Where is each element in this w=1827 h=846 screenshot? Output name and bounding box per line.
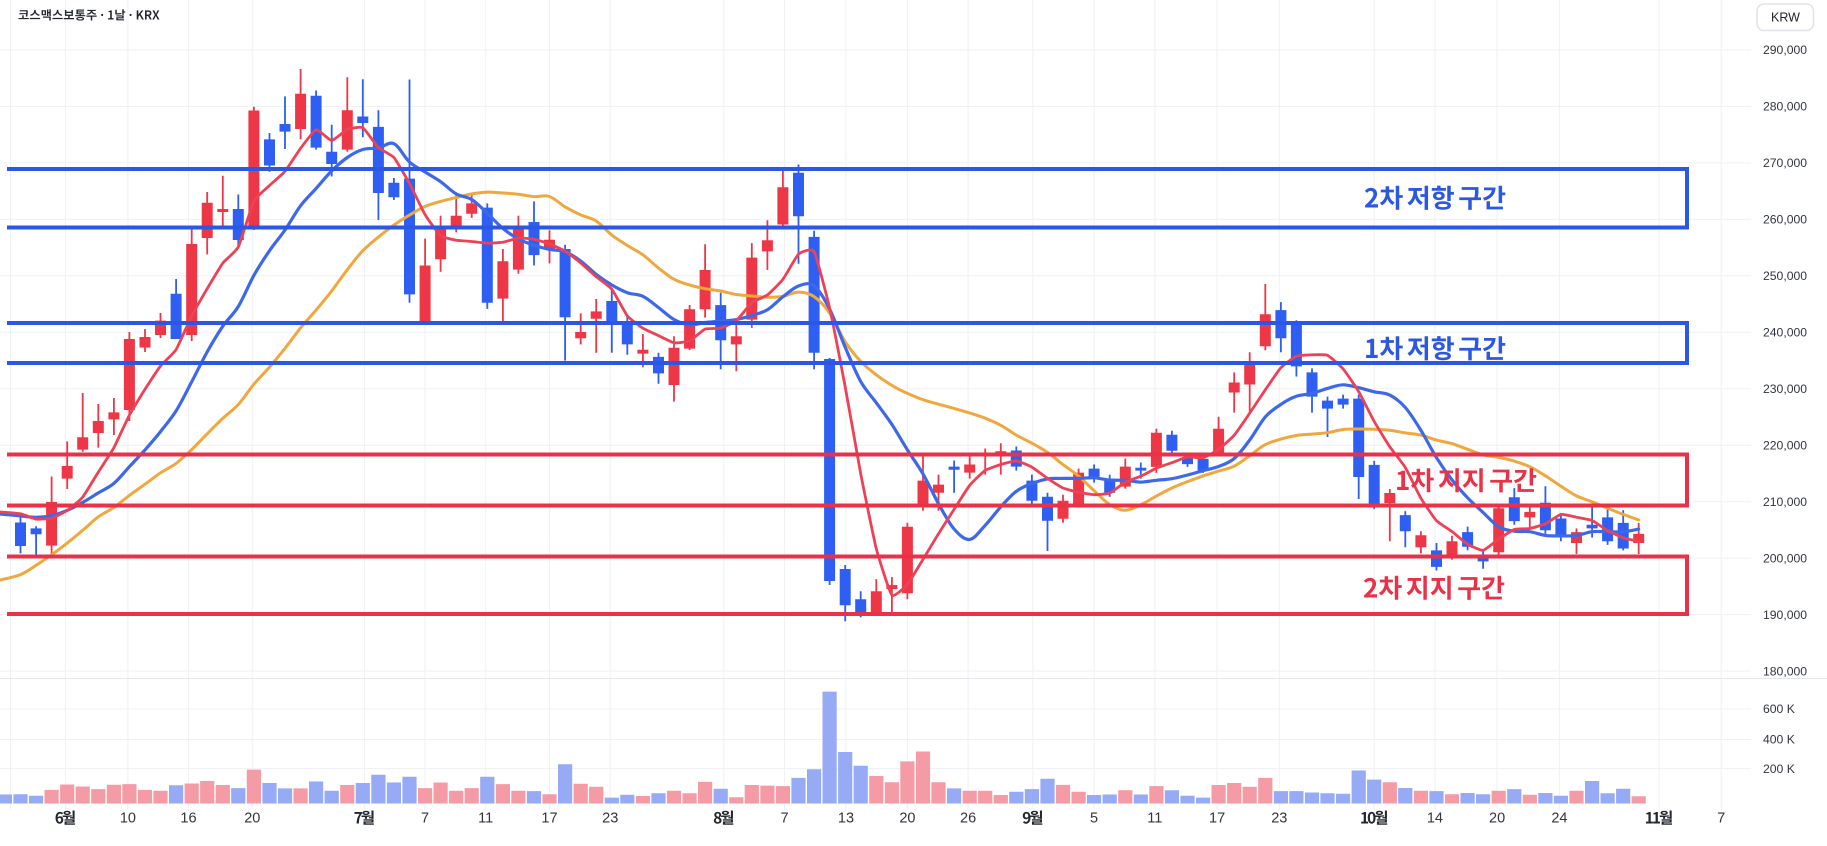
svg-text:13: 13 [838,811,854,827]
svg-text:190,000: 190,000 [1763,608,1807,622]
svg-text:230,000: 230,000 [1763,382,1807,396]
svg-text:200 K: 200 K [1763,762,1795,776]
svg-text:240,000: 240,000 [1763,326,1807,340]
svg-text:23: 23 [602,811,618,827]
svg-text:7: 7 [780,811,788,827]
svg-text:7: 7 [421,811,429,827]
svg-text:5: 5 [1090,811,1098,827]
svg-text:260,000: 260,000 [1763,213,1807,227]
svg-text:23: 23 [1271,811,1287,827]
svg-text:20: 20 [899,811,915,827]
svg-text:20: 20 [1489,811,1505,827]
svg-text:200,000: 200,000 [1763,551,1807,565]
svg-text:210,000: 210,000 [1763,495,1807,509]
svg-text:26: 26 [960,811,976,827]
svg-text:20: 20 [244,811,260,827]
svg-text:24: 24 [1551,811,1567,827]
svg-text:16: 16 [180,811,196,827]
svg-text:400 K: 400 K [1763,733,1795,747]
svg-text:11: 11 [1147,811,1162,827]
svg-text:7: 7 [1717,811,1725,827]
svg-text:17: 17 [541,811,557,827]
svg-text:290,000: 290,000 [1763,43,1807,57]
svg-text:250,000: 250,000 [1763,269,1807,283]
svg-text:10: 10 [120,811,136,827]
svg-text:KRW: KRW [1771,11,1800,25]
svg-text:14: 14 [1427,811,1443,827]
svg-text:180,000: 180,000 [1763,664,1807,678]
svg-text:11: 11 [478,811,493,827]
svg-text:17: 17 [1209,811,1225,827]
svg-text:220,000: 220,000 [1763,438,1807,452]
svg-text:600 K: 600 K [1763,702,1795,716]
svg-text:270,000: 270,000 [1763,156,1807,170]
svg-text:280,000: 280,000 [1763,100,1807,114]
